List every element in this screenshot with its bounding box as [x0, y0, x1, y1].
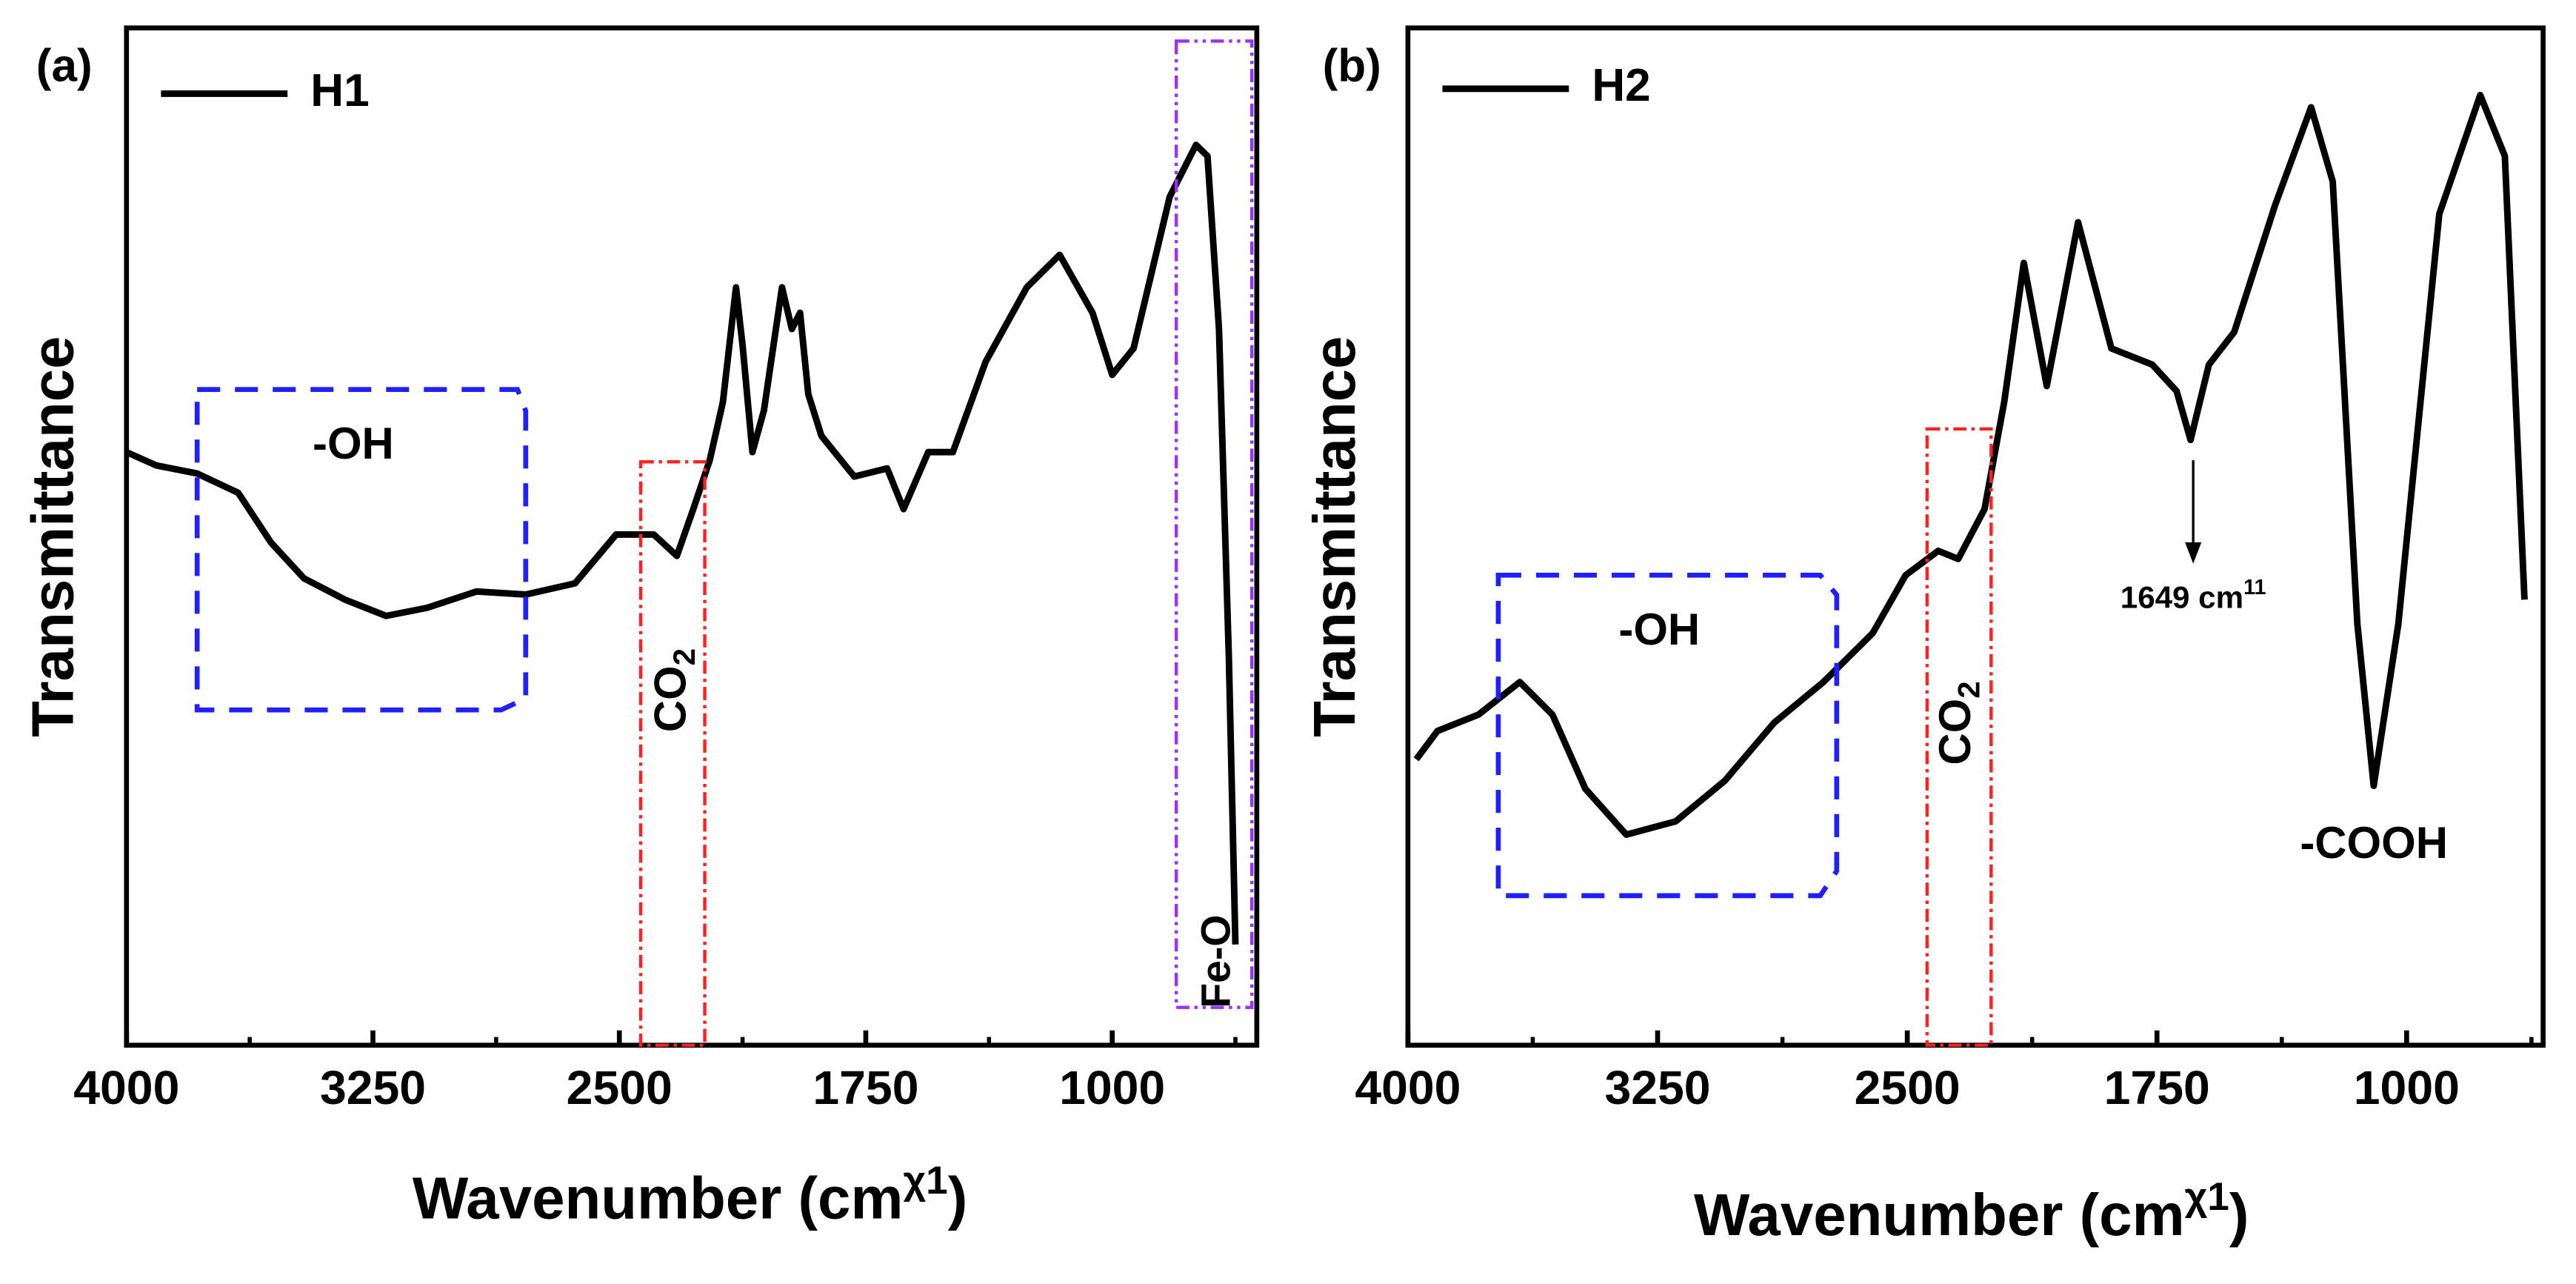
co2-region — [1925, 427, 1993, 1047]
x-axis-label-text: ) — [948, 1165, 968, 1231]
annotation-superscript: 11 — [2243, 576, 2266, 599]
oh-region — [194, 387, 529, 713]
annotation: -OH — [1618, 605, 1700, 654]
annotation: CO2 — [1930, 681, 1986, 765]
x-axis-label: Wavenumber (cmχ1) — [1694, 1175, 2249, 1248]
annotation: CO2 — [645, 648, 701, 732]
spectrum-line — [124, 142, 1239, 945]
annotation-subscript: 2 — [667, 648, 701, 665]
x-axis-label-superscript: χ1 — [903, 1159, 947, 1202]
annotation-text: 1649 cm — [2120, 580, 2243, 615]
annotation: 1649 cm11 — [2120, 576, 2266, 615]
x-tick-label: 1000 — [1059, 1061, 1165, 1114]
annotation-text: CO — [645, 665, 695, 732]
annotation: Fe-O — [1192, 914, 1238, 1008]
annotation-text: CO — [1930, 699, 1980, 765]
oh-region — [1495, 573, 1840, 899]
spectrum-line — [1413, 91, 2528, 838]
plot-frame — [124, 25, 1260, 1048]
x-tick-label: 1750 — [2104, 1061, 2210, 1114]
legend-label: H1 — [310, 65, 369, 116]
x-axis-label-text: Wavenumber (cm — [1694, 1182, 2185, 1248]
x-tick-label: 2500 — [567, 1061, 673, 1114]
x-axis-label-superscript: χ1 — [2185, 1175, 2229, 1219]
x-axis-label-text: Wavenumber (cm — [413, 1165, 904, 1231]
annotation-subscript: 2 — [1952, 681, 1986, 698]
panel-label: (a) — [36, 41, 93, 92]
legend-label: H2 — [1592, 60, 1650, 111]
x-tick-label: 3250 — [1604, 1061, 1710, 1114]
co2-region — [638, 460, 707, 1047]
arrow-head — [2185, 542, 2202, 564]
x-tick-label: 1000 — [2354, 1061, 2460, 1114]
feo-region — [1174, 39, 1254, 1009]
x-tick-label: 4000 — [1355, 1061, 1461, 1114]
y-axis-label: Transmittance — [20, 336, 86, 737]
annotation: -OH — [313, 419, 394, 468]
x-axis-label-text: ) — [2229, 1182, 2249, 1248]
x-tick-label: 1750 — [812, 1061, 918, 1114]
plot-frame — [1405, 25, 2546, 1048]
x-tick-label: 3250 — [320, 1061, 426, 1114]
x-tick-label: 4000 — [73, 1061, 179, 1114]
x-tick-label: 2500 — [1855, 1061, 1961, 1114]
x-axis-label: Wavenumber (cmχ1) — [413, 1159, 967, 1231]
panel-label: (b) — [1323, 41, 1381, 92]
annotation: -COOH — [2300, 818, 2448, 868]
y-axis-label: Transmittance — [1301, 336, 1367, 737]
